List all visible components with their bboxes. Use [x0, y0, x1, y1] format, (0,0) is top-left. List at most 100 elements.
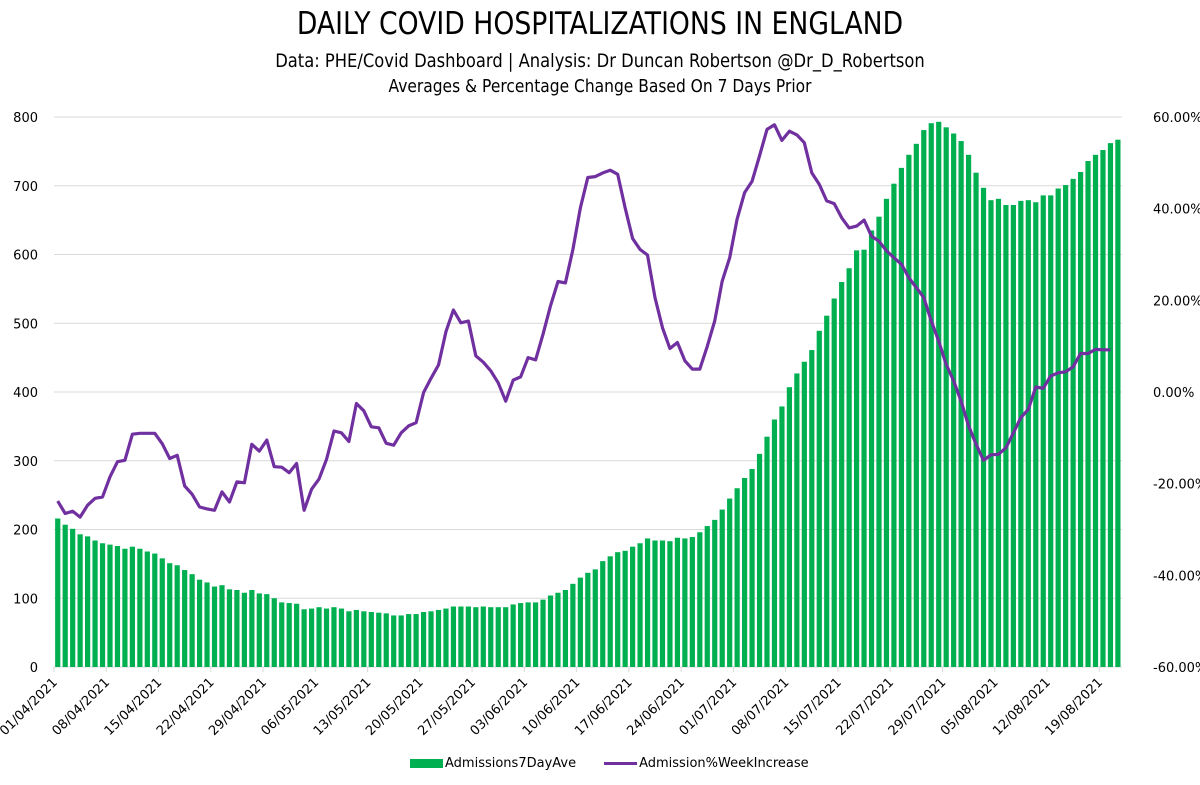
bar	[428, 611, 434, 667]
bar	[62, 524, 68, 667]
bar	[995, 198, 1002, 667]
bar	[376, 612, 382, 667]
bar	[518, 603, 524, 667]
bar	[1115, 139, 1121, 667]
bar	[137, 548, 143, 667]
bar	[540, 599, 546, 667]
bar	[1092, 154, 1099, 667]
y-left-tick-label: 800	[13, 111, 38, 126]
bar	[928, 123, 934, 667]
bar	[913, 143, 919, 667]
bar	[630, 546, 636, 667]
legend-item-admissions: Admissions7DayAve	[410, 756, 576, 771]
chart-note: Averages & Percentage Change Based On 7 …	[388, 76, 812, 97]
bar	[167, 563, 173, 667]
bar	[779, 406, 785, 667]
legend-label: Admission%WeekIncrease	[639, 756, 809, 771]
y-left-tick-label: 600	[13, 249, 38, 264]
bar	[204, 582, 210, 667]
bar	[420, 612, 427, 667]
bar	[241, 592, 247, 667]
bar	[824, 315, 830, 667]
bar	[771, 419, 778, 667]
bar	[756, 453, 763, 667]
bar	[1085, 161, 1091, 667]
bar	[749, 469, 755, 667]
bar	[615, 552, 621, 667]
bar	[465, 606, 471, 667]
bar	[70, 528, 76, 667]
bar	[883, 198, 890, 667]
bar	[906, 154, 912, 667]
bar	[443, 608, 449, 667]
bar	[99, 543, 106, 667]
bar	[727, 498, 733, 667]
bar	[719, 509, 725, 667]
bar	[689, 537, 695, 667]
legend-swatch-bar	[410, 759, 443, 768]
bar	[249, 590, 255, 667]
bar	[488, 607, 494, 667]
bar	[55, 518, 61, 667]
bar	[585, 572, 591, 667]
bar	[264, 594, 270, 667]
bar	[562, 590, 569, 667]
bar	[600, 561, 606, 667]
bar	[1055, 188, 1061, 667]
y-right-tick-label: -20.00%	[1153, 478, 1200, 493]
bar	[152, 553, 158, 667]
bar	[943, 127, 949, 667]
y-right-tick-label: -60.00%	[1153, 661, 1200, 676]
bar	[368, 612, 374, 667]
bar	[144, 551, 150, 667]
bar	[682, 538, 688, 667]
bar	[592, 569, 598, 667]
bar	[211, 586, 218, 667]
bar	[406, 614, 412, 667]
bar	[495, 607, 501, 667]
bar	[973, 172, 979, 667]
bar	[532, 602, 539, 667]
bar	[853, 250, 860, 667]
bar	[659, 540, 666, 667]
y-right-tick-label: 40.00%	[1153, 203, 1200, 218]
bar	[294, 603, 300, 667]
legend-label: Admissions7DayAve	[445, 756, 577, 771]
bar	[361, 611, 367, 667]
bar	[1040, 195, 1046, 667]
bar	[510, 604, 516, 667]
y-right-tick-label: 0.00%	[1153, 386, 1194, 401]
bar	[92, 540, 98, 667]
week-increase-line	[56, 123, 1111, 519]
bar	[1070, 178, 1076, 667]
bar	[353, 609, 359, 667]
bar	[831, 298, 837, 667]
bar	[1018, 200, 1024, 667]
bar	[577, 577, 583, 667]
bar	[786, 387, 793, 667]
bar	[980, 187, 987, 667]
legend: Admissions7DayAve Admission%WeekIncrease	[410, 756, 837, 771]
y-left-tick-label: 300	[13, 455, 38, 470]
bar	[622, 550, 628, 667]
bar	[77, 534, 83, 667]
bar	[988, 200, 994, 667]
bar	[794, 373, 800, 667]
bar	[652, 540, 658, 667]
bar	[450, 606, 457, 667]
y-axis-left: 0 100 200 300 400 500 600 700 800	[13, 111, 38, 676]
x-axis: 01/04/202108/04/202115/04/202122/04/2021…	[0, 667, 1106, 739]
bar	[308, 608, 315, 667]
bar	[674, 537, 681, 667]
bar	[196, 579, 203, 667]
bar	[84, 536, 91, 667]
bar	[346, 611, 352, 667]
y-left-tick-label: 200	[13, 524, 38, 539]
bar	[667, 541, 673, 667]
bar	[159, 558, 165, 667]
bar	[525, 602, 531, 667]
bar	[1077, 172, 1084, 667]
line-series-week-increase	[56, 123, 1111, 519]
bar	[936, 121, 942, 667]
bar	[338, 608, 345, 667]
